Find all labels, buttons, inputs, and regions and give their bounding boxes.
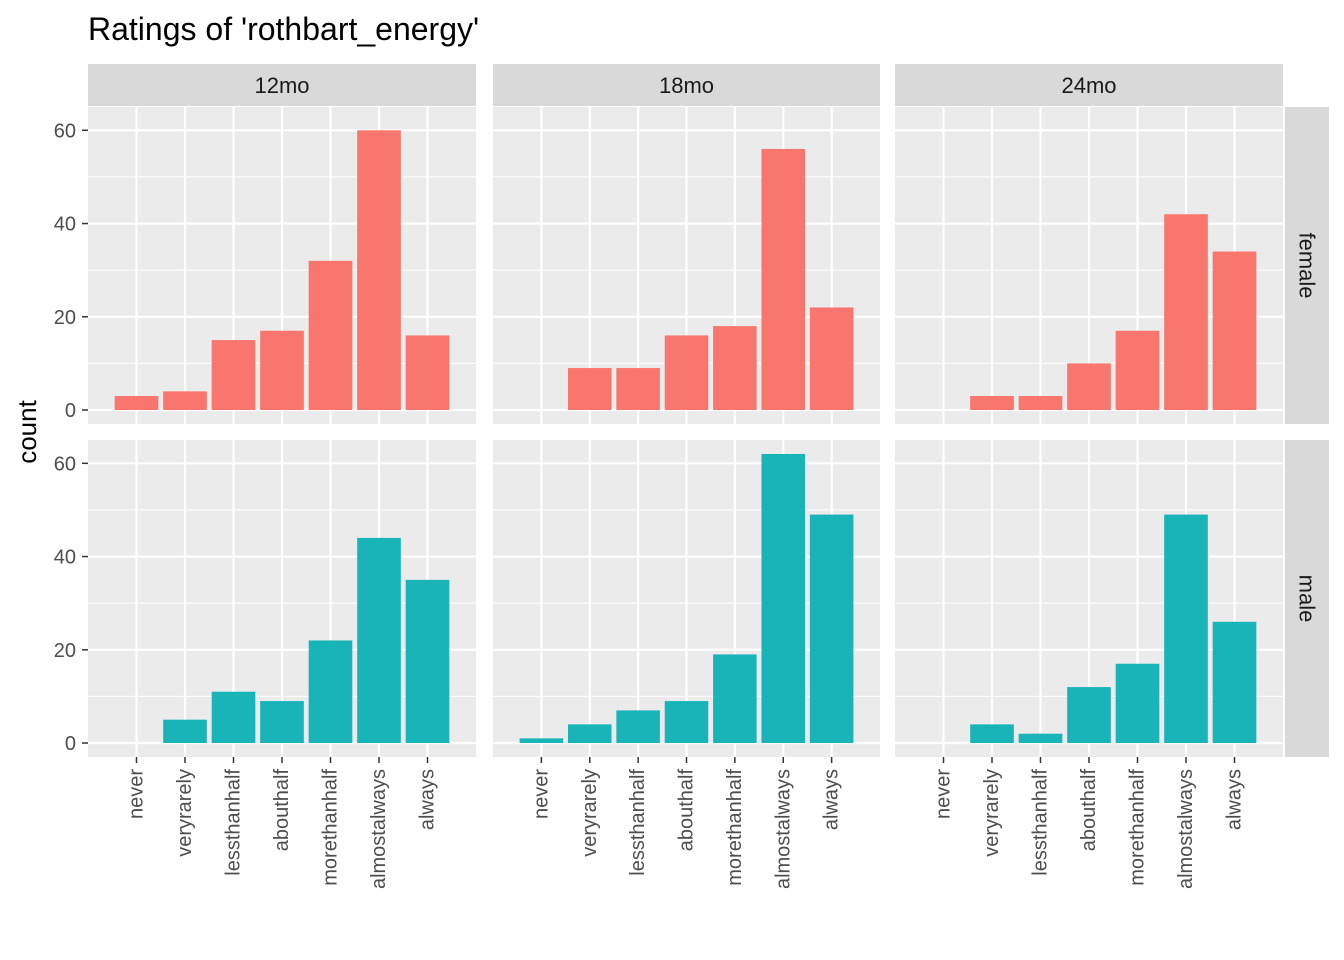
y-tick-label: 40 <box>54 547 76 569</box>
bar-veryrarely <box>970 396 1014 411</box>
x-tick-label: lessthanhalf <box>223 769 245 876</box>
x-tick-label: lessthanhalf <box>627 769 649 876</box>
x-tick-label: abouthalf <box>676 769 698 852</box>
facet-strip-label: male <box>1295 575 1320 623</box>
bar-always <box>809 307 854 411</box>
facet-strip-male <box>1285 440 1329 757</box>
plot-layer: 12mo 18mo 24mo female male 0 20 40 60 0 20 40 60 neve… <box>54 64 1329 889</box>
y-tick-label: 20 <box>54 307 76 329</box>
panel-24mo-male <box>895 440 1283 757</box>
bar-abouthalf <box>1067 687 1111 744</box>
panel-18mo-female <box>493 107 880 424</box>
y-tick-label: 0 <box>65 733 76 755</box>
x-tick-label: morethanhalf <box>724 769 746 886</box>
bar-lessthanhalf <box>1018 396 1063 411</box>
facet-strip-12mo <box>88 64 476 106</box>
bar-veryrarely <box>163 391 207 411</box>
x-tick-label: almostalways <box>772 769 794 889</box>
bar-abouthalf <box>260 701 304 744</box>
bar-always <box>1212 251 1257 411</box>
bar-abouthalf <box>260 330 304 411</box>
x-tick-label: morethanhalf <box>320 769 342 886</box>
bar-lessthanhalf <box>211 340 256 411</box>
bar-morethanhalf <box>1115 330 1160 411</box>
y-tick-label: 40 <box>54 214 76 236</box>
panel-12mo-male <box>88 440 476 757</box>
x-tick-label: veryrarely <box>981 769 1003 857</box>
x-tick-label: never <box>126 769 148 819</box>
chart-title: Ratings of 'rothbart_energy' <box>88 11 479 47</box>
x-tick-label: always <box>821 769 843 830</box>
bar-lessthanhalf <box>616 368 660 411</box>
bar-abouthalf <box>664 335 709 411</box>
bar-always <box>405 335 450 411</box>
panel-12mo-female <box>88 107 476 424</box>
bar-almostalways <box>357 537 401 744</box>
y-tick-label: 20 <box>54 640 76 662</box>
bar-morethanhalf <box>1115 663 1160 744</box>
x-tick-label: lessthanhalf <box>1030 769 1052 876</box>
x-tick-label: abouthalf <box>271 769 293 852</box>
facet-strip-label: 24mo <box>1061 73 1116 98</box>
bar-morethanhalf <box>713 654 757 744</box>
bar-morethanhalf <box>308 260 353 411</box>
bar-morethanhalf <box>713 326 757 411</box>
bar-veryrarely <box>970 724 1014 744</box>
bar-almostalways <box>1164 514 1208 744</box>
bar-always <box>809 514 854 744</box>
panel-18mo-male <box>493 440 880 757</box>
facet-strip-24mo <box>895 64 1283 106</box>
bar-almostalways <box>357 130 401 411</box>
bar-almostalways <box>1164 214 1208 411</box>
x-tick-label: almostalways <box>368 769 390 889</box>
facet-strip-label: 18mo <box>659 73 714 98</box>
x-tick-label: veryrarely <box>174 769 196 857</box>
x-tick-label: abouthalf <box>1078 769 1100 852</box>
bar-lessthanhalf <box>1018 733 1063 744</box>
facet-strip-female <box>1285 107 1329 424</box>
bar-veryrarely <box>163 719 207 744</box>
panel-24mo-female <box>895 107 1283 424</box>
bar-never <box>519 738 564 744</box>
bar-almostalways <box>761 453 806 744</box>
bar-never <box>114 396 159 411</box>
bar-almostalways <box>761 148 806 411</box>
x-tick-label: always <box>1224 769 1246 830</box>
x-tick-label: never <box>530 769 552 819</box>
y-tick-label: 60 <box>54 453 76 475</box>
bar-abouthalf <box>1067 363 1111 411</box>
y-axis-label: count <box>12 399 42 463</box>
y-tick-label: 60 <box>54 120 76 142</box>
y-tick-label: 0 <box>65 400 76 422</box>
bar-lessthanhalf <box>211 691 256 744</box>
x-tick-label: never <box>933 769 955 819</box>
facet-strip-18mo <box>493 64 880 106</box>
facet-strip-label: female <box>1295 232 1320 298</box>
bar-veryrarely <box>567 724 612 744</box>
facet-strip-label: 12mo <box>254 73 309 98</box>
bar-abouthalf <box>664 701 709 744</box>
x-tick-label: always <box>417 769 439 830</box>
bar-morethanhalf <box>308 640 353 744</box>
bar-always <box>1212 621 1257 744</box>
x-tick-label: morethanhalf <box>1127 769 1149 886</box>
bar-lessthanhalf <box>616 710 660 744</box>
bar-veryrarely <box>567 368 612 411</box>
bar-always <box>405 579 450 744</box>
x-tick-label: veryrarely <box>579 769 601 857</box>
x-tick-label: almostalways <box>1175 769 1197 889</box>
